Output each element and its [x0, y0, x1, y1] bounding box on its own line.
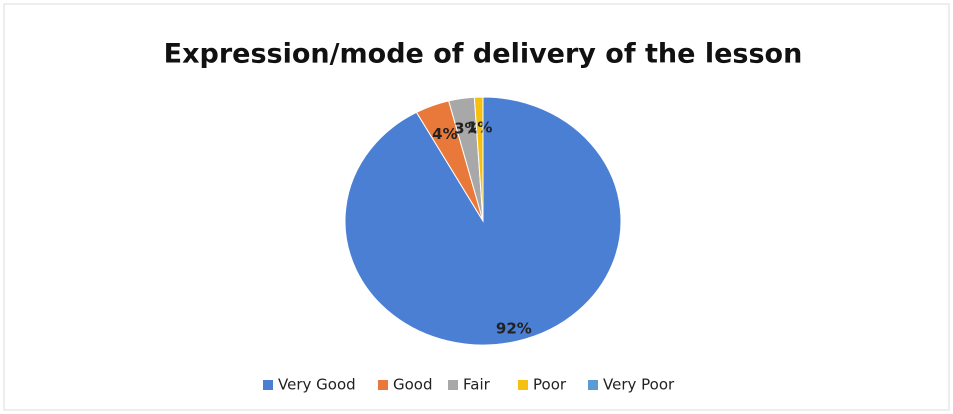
- chart-title: Expression/mode of delivery of the lesso…: [164, 39, 803, 70]
- data-label: 92%: [496, 320, 532, 338]
- legend-label: Poor: [533, 376, 567, 394]
- legend-label: Fair: [463, 376, 491, 394]
- pie-slice: [344, 96, 622, 346]
- legend-swatch: [263, 380, 273, 390]
- legend-label: Very Poor: [603, 376, 675, 394]
- legend-swatch: [518, 380, 528, 390]
- data-label: 4%: [432, 125, 457, 143]
- legend-swatch: [448, 380, 458, 390]
- legend-swatch: [588, 380, 598, 390]
- legend-swatch: [378, 380, 388, 390]
- legend-label: Good: [393, 376, 433, 394]
- legend-label: Very Good: [278, 376, 356, 394]
- data-label: 3%: [454, 120, 479, 138]
- data-label: 1%: [467, 119, 492, 137]
